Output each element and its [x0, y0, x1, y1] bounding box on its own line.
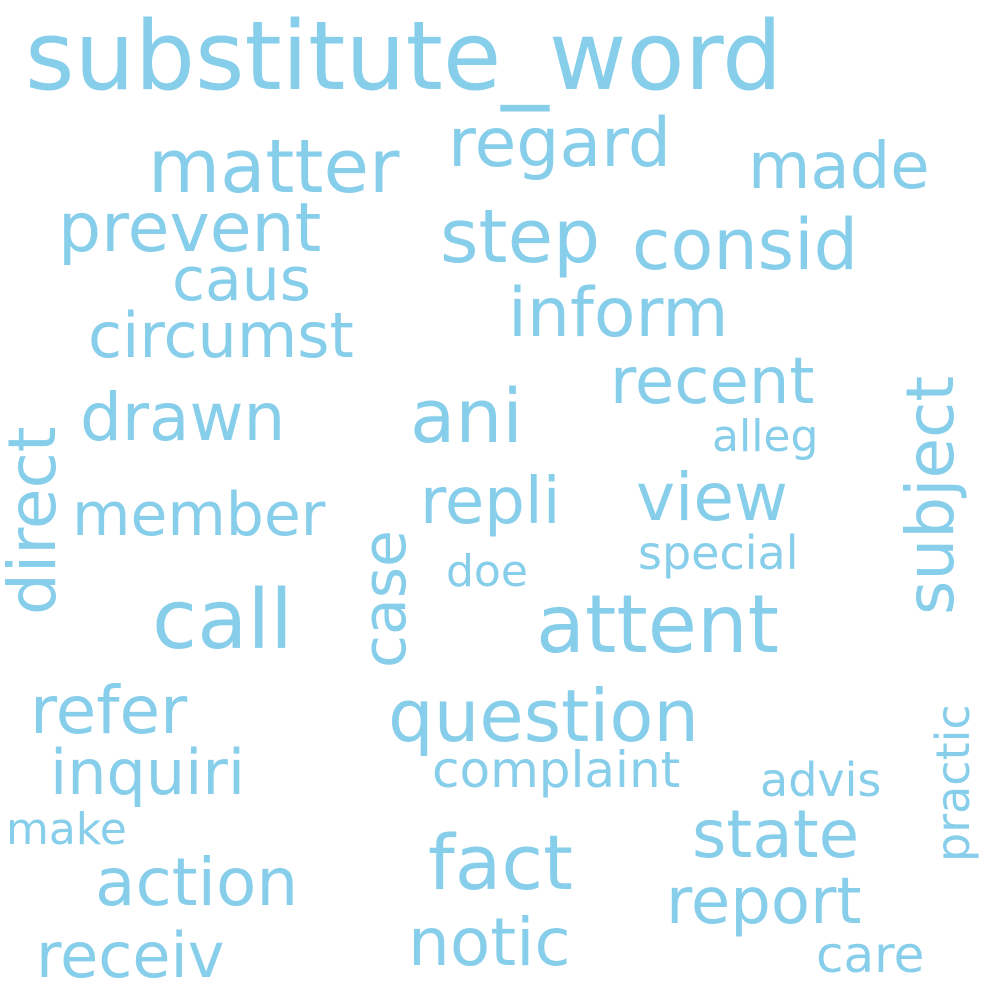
word-make: make [6, 804, 127, 855]
word-inform: inform [508, 274, 729, 353]
word-direct: direct [0, 426, 71, 615]
word-circumst: circumst [88, 299, 354, 372]
word-inquiri: inquiri [50, 736, 246, 809]
word-notic: notic [408, 904, 571, 981]
word-made: made [748, 130, 930, 204]
word-question: question [388, 674, 700, 758]
word-refer: refer [30, 672, 188, 749]
word-consid: consid [632, 204, 859, 286]
word-receiv: receiv [36, 919, 225, 992]
word-caus: caus [172, 245, 312, 315]
word-advis: advis [760, 753, 882, 807]
word-prevent: prevent [58, 189, 322, 268]
word-call: call [152, 573, 293, 668]
word-substitute-word: substitute_word [25, 2, 783, 112]
word-case: case [350, 530, 420, 668]
word-regard: regard [448, 104, 672, 183]
word-practic: practic [926, 704, 980, 862]
word-recent: recent [610, 345, 815, 419]
word-report: report [666, 865, 862, 939]
word-member: member [72, 480, 326, 550]
word-repli: repli [420, 465, 561, 539]
word-step: step [440, 194, 601, 280]
word-doe: doe [446, 546, 528, 597]
word-ani: ani [410, 374, 523, 460]
word-fact: fact [428, 818, 573, 907]
word-care: care [816, 926, 925, 984]
word-view: view [636, 459, 788, 536]
word-alleg: alleg [712, 411, 819, 462]
word-action: action [95, 844, 299, 921]
word-matter: matter [148, 124, 400, 210]
word-complaint: complaint [432, 741, 681, 799]
word-subject: subject [892, 375, 969, 615]
word-state: state [692, 796, 860, 873]
word-attent: attent [536, 578, 780, 671]
word-special: special [638, 526, 799, 580]
word-drawn: drawn [80, 379, 286, 456]
